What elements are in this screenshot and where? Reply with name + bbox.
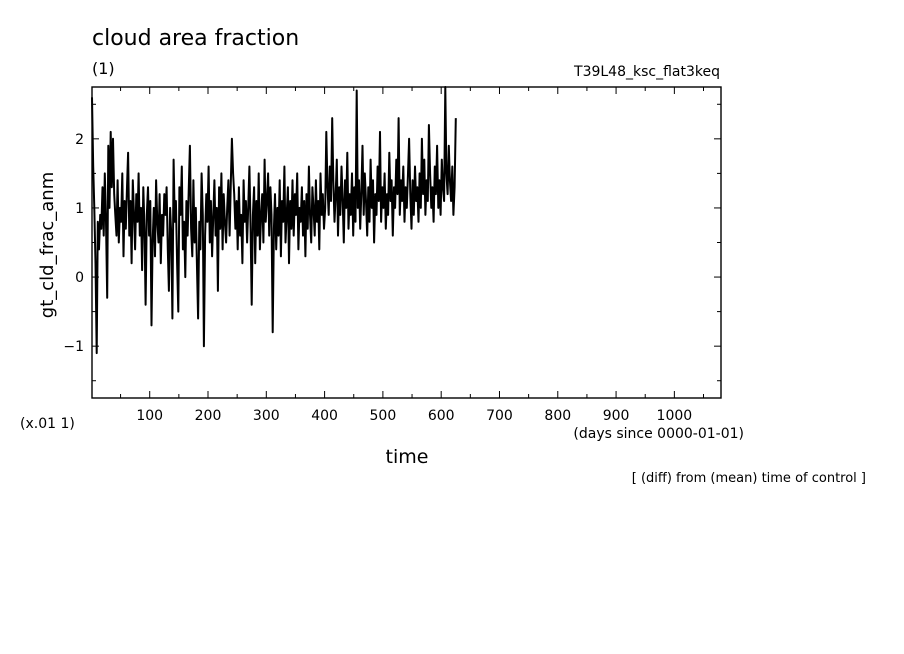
run-label: T39L48_ksc_flat3keq — [573, 64, 720, 80]
series-line — [91, 86, 457, 355]
x-axis-units: (days since 0000-01-01) — [573, 426, 744, 442]
y-scale-label: (x.01 1) — [20, 416, 75, 432]
y-tick-label: 1 — [75, 201, 84, 217]
diff-note: [ (diff) from (mean) time of control ] — [632, 471, 866, 486]
x-axis-title: time — [386, 446, 429, 468]
x-tick-label: 500 — [370, 408, 397, 424]
x-tick-label: 900 — [603, 408, 630, 424]
y-tick-label: −1 — [63, 339, 84, 355]
x-tick-label: 100 — [136, 408, 163, 424]
y-tick-label: 2 — [75, 132, 84, 148]
x-tick-label: 700 — [486, 408, 513, 424]
x-tick-label: 200 — [195, 408, 222, 424]
x-tick-label: 1000 — [657, 408, 693, 424]
y-axis-title-group: gt_cld_frac_anm — [37, 172, 58, 318]
x-tick-label: 800 — [544, 408, 571, 424]
axis-tick-labels: 100 200 300 400 500 600 700 800 900 1000 −1 0 1 2 — [63, 132, 692, 424]
x-tick-label: 400 — [311, 408, 338, 424]
x-tick-label: 600 — [428, 408, 455, 424]
chart-subtitle: (1) — [92, 59, 115, 78]
y-axis-title: gt_cld_frac_anm — [37, 172, 58, 318]
plot-frame — [91, 86, 722, 399]
chart-title: cloud area fraction — [92, 26, 299, 51]
y-tick-label: 0 — [75, 270, 84, 286]
x-tick-label: 300 — [253, 408, 280, 424]
